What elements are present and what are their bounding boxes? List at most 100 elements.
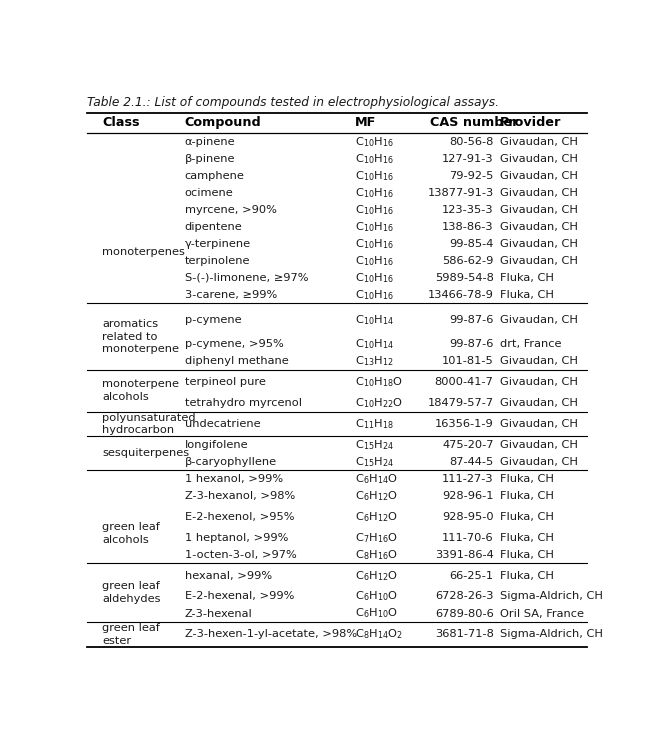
Text: γ-terpinene: γ-terpinene (185, 239, 251, 248)
Text: Sigma-Aldrich, CH: Sigma-Aldrich, CH (499, 630, 603, 639)
Text: Fluka, CH: Fluka, CH (499, 533, 553, 542)
Text: 6789-80-6: 6789-80-6 (435, 608, 494, 619)
Text: C$_{6}$H$_{10}$O: C$_{6}$H$_{10}$O (355, 589, 397, 603)
Text: C$_{8}$H$_{14}$O$_{2}$: C$_{8}$H$_{14}$O$_{2}$ (355, 627, 403, 641)
Text: 475-20-7: 475-20-7 (442, 440, 494, 450)
Text: monoterpene
alcohols: monoterpene alcohols (103, 380, 180, 402)
Text: Z-3-hexenal: Z-3-hexenal (185, 608, 253, 619)
Text: 1-octen-3-ol, >97%: 1-octen-3-ol, >97% (185, 550, 297, 560)
Text: Givaudan, CH: Givaudan, CH (499, 205, 578, 215)
Text: Givaudan, CH: Givaudan, CH (499, 256, 578, 266)
Text: green leaf
aldehydes: green leaf aldehydes (103, 581, 161, 604)
Text: diphenyl methane: diphenyl methane (185, 356, 289, 366)
Text: Fluka, CH: Fluka, CH (499, 474, 553, 484)
Text: Givaudan, CH: Givaudan, CH (499, 154, 578, 163)
Text: C$_{10}$H$_{14}$: C$_{10}$H$_{14}$ (355, 337, 393, 351)
Text: 1 heptanol, >99%: 1 heptanol, >99% (185, 533, 288, 542)
Text: 3681-71-8: 3681-71-8 (435, 630, 494, 639)
Text: 5989-54-8: 5989-54-8 (435, 273, 494, 283)
Text: Givaudan, CH: Givaudan, CH (499, 314, 578, 325)
Text: C$_{10}$H$_{16}$: C$_{10}$H$_{16}$ (355, 152, 393, 166)
Text: C$_{10}$H$_{16}$: C$_{10}$H$_{16}$ (355, 254, 393, 268)
Text: MF: MF (355, 116, 376, 128)
Text: C$_{6}$H$_{10}$O: C$_{6}$H$_{10}$O (355, 607, 397, 620)
Text: C$_{10}$H$_{16}$: C$_{10}$H$_{16}$ (355, 271, 393, 285)
Text: β-pinene: β-pinene (185, 154, 236, 163)
Text: myrcene, >90%: myrcene, >90% (185, 205, 276, 215)
Text: C$_{10}$H$_{18}$O: C$_{10}$H$_{18}$O (355, 375, 403, 389)
Text: C$_{6}$H$_{12}$O: C$_{6}$H$_{12}$O (355, 569, 397, 583)
Text: 18479-57-7: 18479-57-7 (428, 398, 494, 408)
Text: 99-87-6: 99-87-6 (449, 339, 494, 350)
Text: Fluka, CH: Fluka, CH (499, 570, 553, 581)
Text: C$_{6}$H$_{14}$O: C$_{6}$H$_{14}$O (355, 472, 397, 486)
Text: 8000-41-7: 8000-41-7 (435, 377, 494, 387)
Text: 1 hexanol, >99%: 1 hexanol, >99% (185, 474, 283, 484)
Text: p-cymene, >95%: p-cymene, >95% (185, 339, 284, 350)
Text: C$_{10}$H$_{16}$: C$_{10}$H$_{16}$ (355, 186, 393, 199)
Text: C$_{10}$H$_{16}$: C$_{10}$H$_{16}$ (355, 288, 393, 302)
Text: C$_{11}$H$_{18}$: C$_{11}$H$_{18}$ (355, 417, 393, 431)
Text: Compound: Compound (185, 116, 261, 128)
Text: C$_{10}$H$_{16}$: C$_{10}$H$_{16}$ (355, 203, 393, 217)
Text: C$_{10}$H$_{16}$: C$_{10}$H$_{16}$ (355, 220, 393, 234)
Text: Z-3-hexanol, >98%: Z-3-hexanol, >98% (185, 491, 295, 501)
Text: 123-35-3: 123-35-3 (442, 205, 494, 215)
Text: Givaudan, CH: Givaudan, CH (499, 171, 578, 181)
Text: Givaudan, CH: Givaudan, CH (499, 356, 578, 366)
Text: C$_{10}$H$_{22}$O: C$_{10}$H$_{22}$O (355, 397, 403, 410)
Text: drt, France: drt, France (499, 339, 561, 350)
Text: aromatics
related to
monoterpene: aromatics related to monoterpene (103, 319, 180, 355)
Text: C$_{15}$H$_{24}$: C$_{15}$H$_{24}$ (355, 438, 393, 452)
Text: C$_{7}$H$_{16}$O: C$_{7}$H$_{16}$O (355, 531, 397, 545)
Text: p-cymene: p-cymene (185, 314, 241, 325)
Text: 16356-1-9: 16356-1-9 (435, 419, 494, 429)
Text: S-(-)-limonene, ≥97%: S-(-)-limonene, ≥97% (185, 273, 309, 283)
Text: Fluka, CH: Fluka, CH (499, 273, 553, 283)
Text: E-2-hexenal, >99%: E-2-hexenal, >99% (185, 592, 294, 602)
Text: camphene: camphene (185, 171, 245, 181)
Text: Givaudan, CH: Givaudan, CH (499, 239, 578, 248)
Text: green leaf
ester: green leaf ester (103, 623, 160, 646)
Text: C$_{10}$H$_{16}$: C$_{10}$H$_{16}$ (355, 135, 393, 149)
Text: C$_{10}$H$_{16}$: C$_{10}$H$_{16}$ (355, 237, 393, 251)
Text: 928-95-0: 928-95-0 (442, 512, 494, 522)
Text: 13466-78-9: 13466-78-9 (428, 290, 494, 300)
Text: β-caryophyllene: β-caryophyllene (185, 457, 277, 467)
Text: 3-carene, ≥99%: 3-carene, ≥99% (185, 290, 277, 300)
Text: longifolene: longifolene (185, 440, 249, 450)
Text: Fluka, CH: Fluka, CH (499, 290, 553, 300)
Text: Givaudan, CH: Givaudan, CH (499, 457, 578, 467)
Text: Givaudan, CH: Givaudan, CH (499, 440, 578, 450)
Text: undecatriene: undecatriene (185, 419, 261, 429)
Text: 586-62-9: 586-62-9 (442, 256, 494, 266)
Text: 111-27-3: 111-27-3 (442, 474, 494, 484)
Text: Fluka, CH: Fluka, CH (499, 512, 553, 522)
Text: Givaudan, CH: Givaudan, CH (499, 419, 578, 429)
Text: 99-85-4: 99-85-4 (449, 239, 494, 248)
Text: 87-44-5: 87-44-5 (449, 457, 494, 467)
Text: terpinolene: terpinolene (185, 256, 250, 266)
Text: C$_{13}$H$_{12}$: C$_{13}$H$_{12}$ (355, 355, 393, 368)
Text: 111-70-6: 111-70-6 (442, 533, 494, 542)
Text: 13877-91-3: 13877-91-3 (427, 188, 494, 198)
Text: dipentene: dipentene (185, 222, 243, 232)
Text: C$_{15}$H$_{24}$: C$_{15}$H$_{24}$ (355, 455, 393, 469)
Text: C$_{8}$H$_{16}$O: C$_{8}$H$_{16}$O (355, 548, 397, 561)
Text: sesquiterpenes: sesquiterpenes (103, 449, 190, 458)
Text: Givaudan, CH: Givaudan, CH (499, 398, 578, 408)
Text: 66-25-1: 66-25-1 (449, 570, 494, 581)
Text: α-pinene: α-pinene (185, 136, 236, 147)
Text: Table 2.1.: List of compounds tested in electrophysiological assays.: Table 2.1.: List of compounds tested in … (88, 97, 499, 109)
Text: hexanal, >99%: hexanal, >99% (185, 570, 272, 581)
Text: C$_{6}$H$_{12}$O: C$_{6}$H$_{12}$O (355, 489, 397, 503)
Text: 138-86-3: 138-86-3 (442, 222, 494, 232)
Text: 99-87-6: 99-87-6 (449, 314, 494, 325)
Text: ocimene: ocimene (185, 188, 234, 198)
Text: C$_{10}$H$_{14}$: C$_{10}$H$_{14}$ (355, 313, 393, 326)
Text: Givaudan, CH: Givaudan, CH (499, 377, 578, 387)
Text: Oril SA, France: Oril SA, France (499, 608, 584, 619)
Text: C$_{10}$H$_{16}$: C$_{10}$H$_{16}$ (355, 169, 393, 183)
Text: CAS number: CAS number (430, 116, 519, 128)
Text: C$_{6}$H$_{12}$O: C$_{6}$H$_{12}$O (355, 510, 397, 524)
